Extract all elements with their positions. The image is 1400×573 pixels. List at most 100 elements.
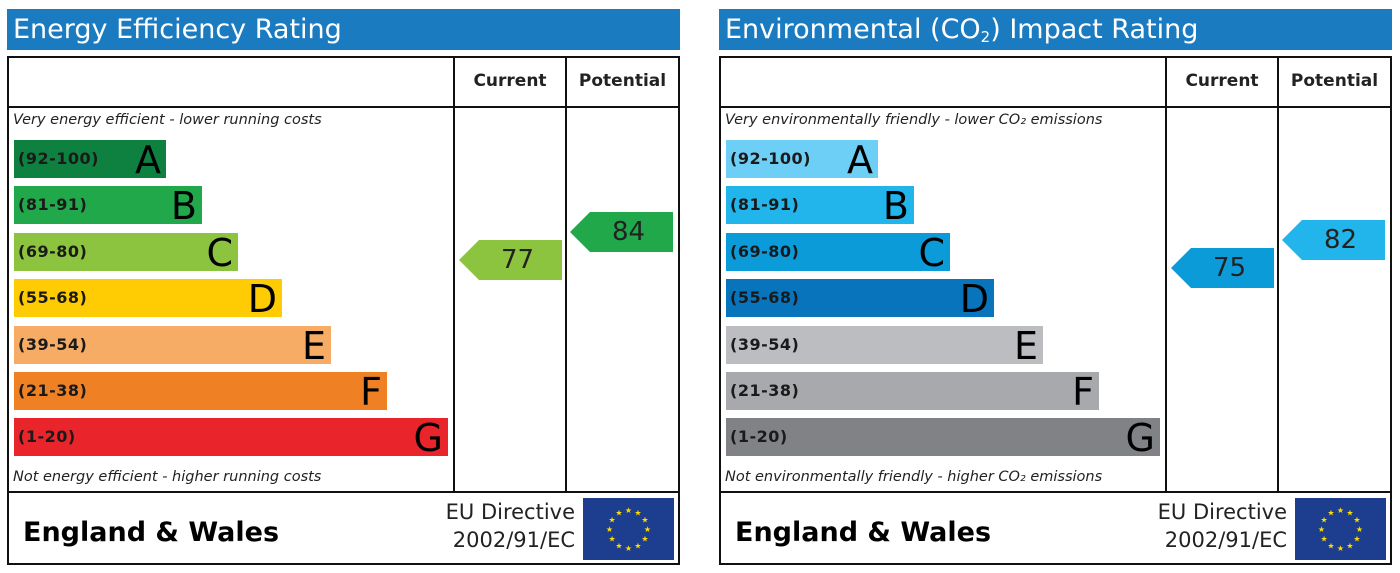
eu-flag-icon: ★ ★ ★ ★ ★ ★ ★ ★ ★ ★ ★ ★: [583, 498, 674, 560]
divider: [453, 58, 455, 491]
star: ★: [1327, 509, 1334, 518]
arrow-fill: [459, 240, 562, 281]
star: ★: [641, 516, 648, 525]
band-a: (92-100) A: [726, 138, 878, 182]
band-letter: C: [206, 230, 233, 275]
star: ★: [608, 516, 615, 525]
star: ★: [1346, 541, 1353, 550]
region-label: England & Wales: [735, 517, 992, 548]
band-letter: F: [1072, 370, 1094, 414]
star: ★: [615, 509, 622, 518]
divider: [721, 106, 1390, 108]
divider: [721, 491, 1390, 493]
top-note: Very environmentally friendly - lower CO…: [725, 112, 1103, 128]
environmental-impact-panel: Environmental (CO2) Impact Rating Curren…: [719, 9, 1392, 565]
potential-rating-arrow: 82: [1282, 220, 1385, 261]
band-letter: D: [959, 277, 989, 322]
band-range-label: (92-100): [18, 149, 99, 168]
band-letter: A: [135, 138, 161, 182]
star: ★: [644, 525, 651, 534]
region-label: England & Wales: [23, 517, 280, 548]
band-range-label: (55-68): [18, 288, 88, 308]
band-letter: G: [1125, 416, 1155, 461]
rating-frame: Current Potential Very energy efficient …: [7, 56, 680, 565]
current-rating-value: 75: [1212, 253, 1247, 284]
star: ★: [1356, 525, 1363, 534]
band-d: (55-68) D: [14, 277, 282, 322]
title-pre: Environmental (CO: [725, 14, 981, 45]
panel-title: Environmental (CO2) Impact Rating: [719, 9, 1392, 50]
star: ★: [1318, 525, 1325, 534]
star: ★: [1327, 541, 1334, 550]
band-d: (55-68) D: [726, 277, 994, 322]
star: ★: [615, 541, 622, 550]
column-header-potential: Potential: [578, 71, 667, 91]
divider: [1165, 58, 1167, 491]
bottom-note: Not energy efficient - higher running co…: [13, 469, 322, 485]
star: ★: [634, 509, 641, 518]
band-range-label: (81-91): [18, 195, 88, 215]
band-range-label: (21-38): [730, 381, 800, 400]
eu-directive-number: 2002/91/EC: [1164, 528, 1287, 552]
band-b: (81-91) B: [726, 184, 914, 229]
current-rating-value: 77: [500, 245, 535, 276]
star: ★: [1337, 544, 1344, 553]
panel-title: Energy Efficiency Rating: [7, 9, 680, 50]
band-letter: A: [847, 138, 873, 182]
title-post: ) Impact Rating: [990, 14, 1199, 45]
band-range-label: (39-54): [18, 334, 88, 354]
eu-directive-number: 2002/91/EC: [452, 528, 575, 552]
column-header-current: Current: [473, 71, 547, 91]
band-letter: G: [413, 416, 443, 461]
star: ★: [1353, 535, 1360, 544]
star: ★: [1353, 516, 1360, 525]
divider: [565, 58, 567, 491]
band-range-label: (92-100): [730, 149, 811, 168]
star: ★: [606, 525, 613, 534]
divider: [9, 106, 678, 108]
potential-rating-value: 82: [1323, 225, 1358, 256]
star: ★: [1346, 509, 1353, 518]
potential-rating-value: 84: [611, 216, 646, 247]
band-range-label: (81-91): [730, 195, 800, 215]
band-g: (1-20) G: [726, 416, 1160, 461]
band-f: (21-38) F: [726, 370, 1099, 414]
band-range-label: (69-80): [730, 241, 800, 261]
star: ★: [1337, 506, 1344, 515]
band-letter: E: [1013, 323, 1038, 368]
potential-rating-arrow: 84: [570, 211, 673, 252]
arrow-shape: [1171, 248, 1274, 289]
band-range-label: (39-54): [730, 334, 800, 354]
title-subscript: 2: [980, 28, 991, 46]
band-letter: B: [882, 184, 909, 229]
eu-directive-label: EU Directive: [1157, 500, 1287, 524]
band-e: (39-54) E: [14, 323, 331, 368]
divider: [9, 491, 678, 493]
band-range-label: (55-68): [730, 288, 800, 308]
eu-flag-icon: ★ ★ ★ ★ ★ ★ ★ ★ ★ ★ ★ ★: [1295, 498, 1386, 560]
bottom-note: Not environmentally friendly - higher CO…: [725, 469, 1103, 485]
divider: [1277, 58, 1279, 491]
arrow-fill: [1282, 220, 1385, 261]
band-letter: B: [170, 184, 197, 229]
band-letter: D: [247, 277, 277, 322]
band-e: (39-54) E: [726, 323, 1043, 368]
arrow-shape: [459, 240, 562, 281]
star: ★: [625, 506, 632, 515]
band-letter: E: [301, 323, 326, 368]
band-letter: F: [360, 370, 382, 414]
eu-stars: ★ ★★★★★★★★★★★: [1318, 506, 1363, 553]
band-range-label: (69-80): [18, 241, 88, 261]
band-range-label: (1-20): [730, 427, 788, 447]
band-letter: C: [918, 230, 945, 275]
band-range-label: (1-20): [18, 427, 76, 447]
current-rating-arrow: 77: [459, 240, 562, 281]
star: ★: [625, 544, 632, 553]
column-header-current: Current: [1185, 71, 1259, 91]
band-g: (1-20) G: [14, 416, 448, 461]
column-header-potential: Potential: [1290, 71, 1379, 91]
band-a: (92-100) A: [14, 138, 166, 182]
band-b: (81-91) B: [14, 184, 202, 229]
energy-efficiency-panel: Energy Efficiency Rating Current Potenti…: [7, 9, 680, 565]
arrow-shape: [570, 211, 673, 252]
